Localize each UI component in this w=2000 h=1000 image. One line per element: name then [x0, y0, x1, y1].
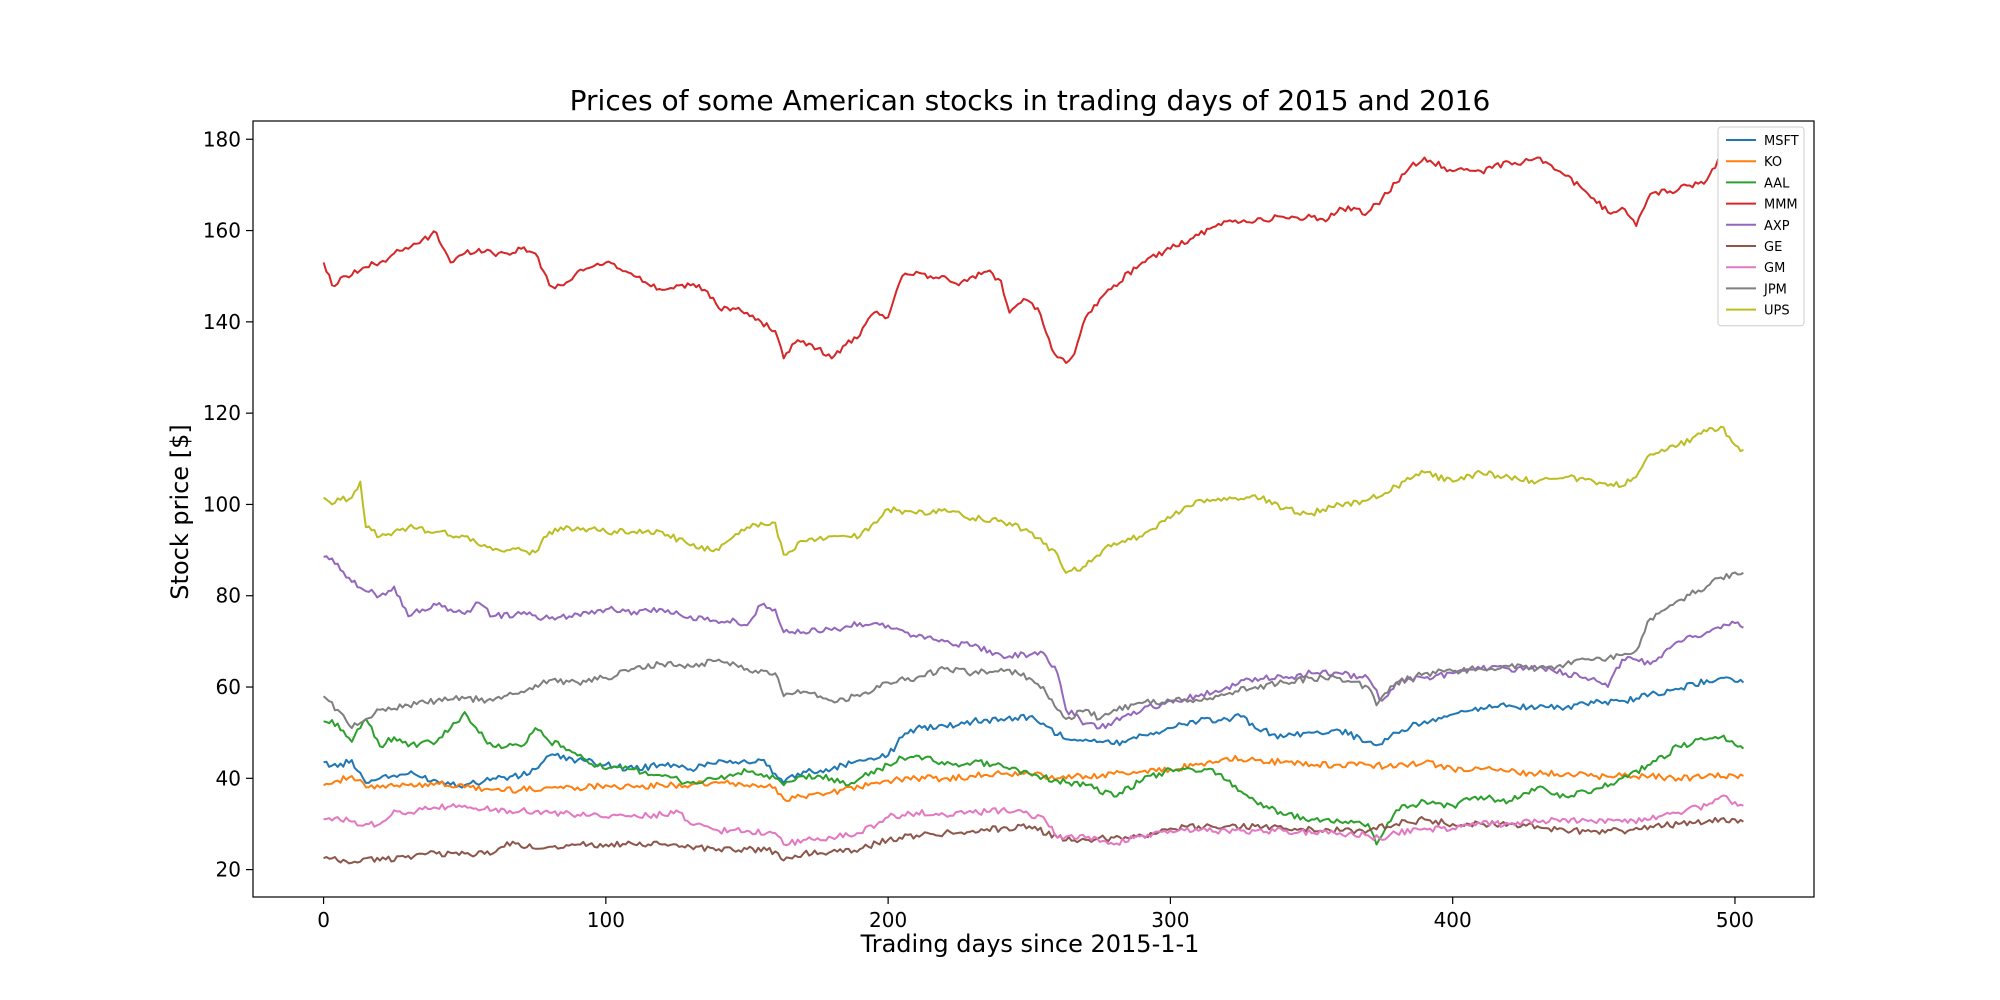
series-line-jpm — [322, 571, 1744, 730]
x-tick-label: 300 — [1151, 908, 1189, 932]
legend-label-ko: KO — [1764, 155, 1782, 170]
legend-label-msft: MSFT — [1764, 134, 1799, 149]
y-tick-label: 60 — [216, 675, 241, 699]
legend: MSFT KO AAL MMM AXP GE GM JPM UPS — [1717, 126, 1805, 327]
y-tick-label: 140 — [203, 310, 241, 334]
y-tick-label: 80 — [216, 584, 241, 608]
series-line-ge — [323, 816, 1744, 865]
series-line-ups — [323, 425, 1744, 574]
plot-background — [253, 121, 1814, 897]
series-line-msft — [323, 676, 1745, 789]
y-tick-label: 40 — [216, 766, 241, 790]
x-axis: 0 100 200 300 400 500 — [317, 897, 1754, 932]
legend-box — [1717, 126, 1805, 327]
y-tick-label: 20 — [216, 858, 241, 882]
y-tick-label: 160 — [203, 219, 241, 243]
y-tick-label: 100 — [203, 492, 241, 516]
legend-label-gm: GM — [1764, 261, 1785, 276]
legend-label-ups: UPS — [1764, 304, 1790, 319]
chart-title: Prices of some American stocks in tradin… — [570, 84, 1491, 117]
x-tick-label: 200 — [869, 908, 907, 932]
series-line-gm — [323, 794, 1744, 847]
y-axis-label: Stock price [$] — [166, 424, 194, 599]
y-tick-label: 180 — [203, 127, 241, 151]
x-tick-label: 100 — [587, 908, 625, 932]
series-line-aal — [323, 711, 1745, 846]
legend-label-ge: GE — [1764, 240, 1782, 255]
series-line-axp — [323, 555, 1744, 730]
x-tick-label: 0 — [317, 908, 330, 932]
x-tick-label: 500 — [1716, 908, 1754, 932]
x-axis-label: Trading days since 2015-1-1 — [860, 930, 1200, 958]
legend-label-axp: AXP — [1764, 219, 1790, 234]
legend-label-jpm: JPM — [1763, 282, 1787, 297]
series-line-mmm — [322, 156, 1745, 364]
plot-area — [252, 120, 1815, 898]
plot-frame — [252, 120, 1815, 898]
legend-label-aal: AAL — [1764, 176, 1790, 191]
y-axis: 20 40 60 80 100 120 140 160 180 — [203, 127, 253, 882]
x-tick-label: 400 — [1434, 908, 1472, 932]
y-tick-label: 120 — [203, 401, 241, 425]
legend-label-mmm: MMM — [1764, 198, 1798, 213]
